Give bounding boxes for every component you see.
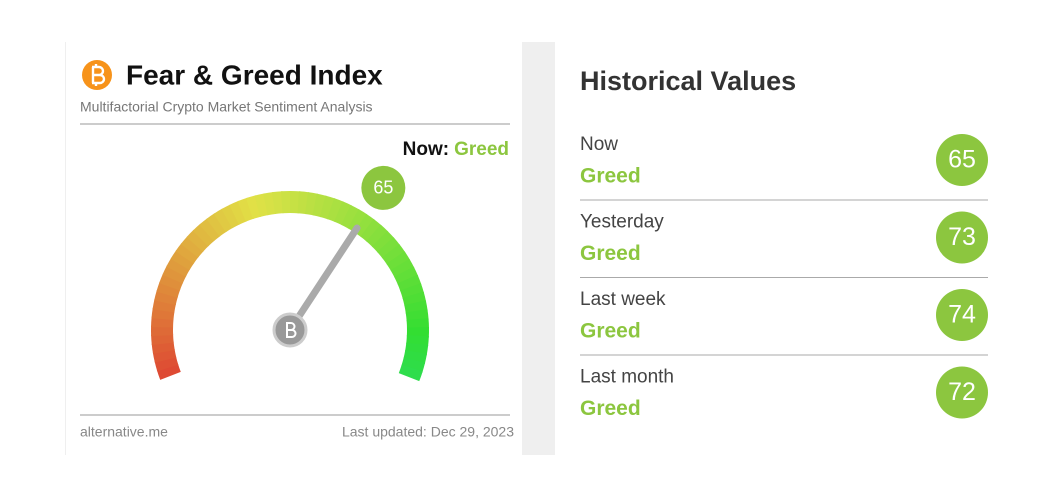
gauge-segment xyxy=(237,197,255,222)
gauge-segment xyxy=(405,342,429,356)
gauge: 65 xyxy=(151,165,429,382)
subtitle: Multifactorial Crypto Market Sentiment A… xyxy=(80,99,373,115)
value-badge-label: 73 xyxy=(948,223,976,251)
period: Yesterday xyxy=(580,212,664,233)
gauge-segment xyxy=(175,242,199,264)
gauge-segment xyxy=(381,244,406,265)
gauge-segment xyxy=(386,251,411,272)
gauge-segment xyxy=(406,335,429,347)
gauge-segment xyxy=(229,200,248,225)
gauge-segment xyxy=(151,333,174,346)
gauge-segment xyxy=(221,204,241,229)
gauge-segment xyxy=(402,291,427,307)
gauge-segment xyxy=(377,237,401,259)
gauge-segment xyxy=(334,201,353,226)
classification: Greed xyxy=(580,320,641,343)
gauge-segment xyxy=(390,258,415,278)
gauge-segment xyxy=(297,191,310,215)
history-rows: Now Greed 65 Yesterday Greed 73 Last week Greed… xyxy=(580,134,988,420)
gauge-segment xyxy=(405,309,429,322)
source: alternative.me xyxy=(80,424,168,440)
gauge-segment xyxy=(206,213,227,237)
gauge-segment xyxy=(156,281,181,298)
gauge-segment xyxy=(170,250,195,271)
gauge-segment xyxy=(327,198,344,223)
gauge-segment xyxy=(360,218,382,243)
gauge-segment xyxy=(304,192,319,216)
gauge-segment xyxy=(152,348,177,363)
value-badge-label: 74 xyxy=(948,301,976,329)
gauge-segment xyxy=(151,316,174,328)
value-badge-label: 65 xyxy=(948,146,976,174)
period: Last month xyxy=(580,367,674,388)
title: Fear & Greed Index xyxy=(126,59,383,90)
gauge-segment xyxy=(272,191,284,214)
history-title: Historical Values xyxy=(580,66,796,96)
gauge-segment xyxy=(354,213,375,238)
hub-glyph xyxy=(286,322,297,338)
value-badge xyxy=(936,211,988,264)
gauge-segment xyxy=(245,195,262,220)
index-card xyxy=(66,42,522,455)
bitcoin-glyph xyxy=(91,64,106,86)
gauge-segment xyxy=(401,357,426,373)
gauge-segment xyxy=(366,224,389,248)
gauge-segment xyxy=(159,273,184,291)
gauge-segment xyxy=(166,257,191,277)
now-line: Now: Greed xyxy=(403,139,509,160)
now-label: Now: xyxy=(403,139,449,160)
value-badge xyxy=(936,289,988,341)
gauge-segment xyxy=(156,363,181,380)
gauge-segment xyxy=(154,356,179,372)
value-badge xyxy=(936,366,988,419)
gauge-segment xyxy=(154,290,178,306)
gauge-segment xyxy=(347,209,368,233)
classification: Greed xyxy=(580,397,641,420)
gauge-segment xyxy=(397,274,422,292)
period: Now xyxy=(580,134,618,155)
gauge-segment xyxy=(400,283,425,300)
gauge-segment xyxy=(186,229,210,252)
gauge-segment xyxy=(371,230,395,253)
value-bubble xyxy=(361,165,406,210)
period: Last week xyxy=(580,289,666,310)
gauge-segment xyxy=(398,364,423,382)
updated: Last updated: Dec 29, 2023 xyxy=(342,424,514,440)
classification: Greed xyxy=(580,242,641,265)
gauge-segment xyxy=(180,236,204,258)
now-classification: Greed xyxy=(454,139,509,160)
classification: Greed xyxy=(580,165,641,188)
gauge-segment xyxy=(254,193,269,217)
gauge-segment xyxy=(213,208,234,233)
gauge-segment xyxy=(199,218,221,242)
gauge-segment xyxy=(403,350,427,365)
value-badge-label: 72 xyxy=(948,378,976,406)
gauge-segment xyxy=(263,191,277,216)
value-badge xyxy=(936,134,988,186)
history-card xyxy=(555,42,1013,455)
gauge-segment xyxy=(404,300,428,314)
gauge-segment xyxy=(162,265,187,284)
gauge-segment xyxy=(151,307,175,321)
gauge-segment xyxy=(312,193,327,218)
gauge-segment xyxy=(192,223,215,247)
gauge-segment xyxy=(152,298,176,313)
gauge-segment xyxy=(151,341,175,354)
value-bubble-label: 65 xyxy=(373,178,393,198)
gauge-segment xyxy=(394,266,419,285)
needle xyxy=(286,224,361,334)
gauge-segment xyxy=(341,204,360,229)
gauge-segment xyxy=(319,195,336,220)
